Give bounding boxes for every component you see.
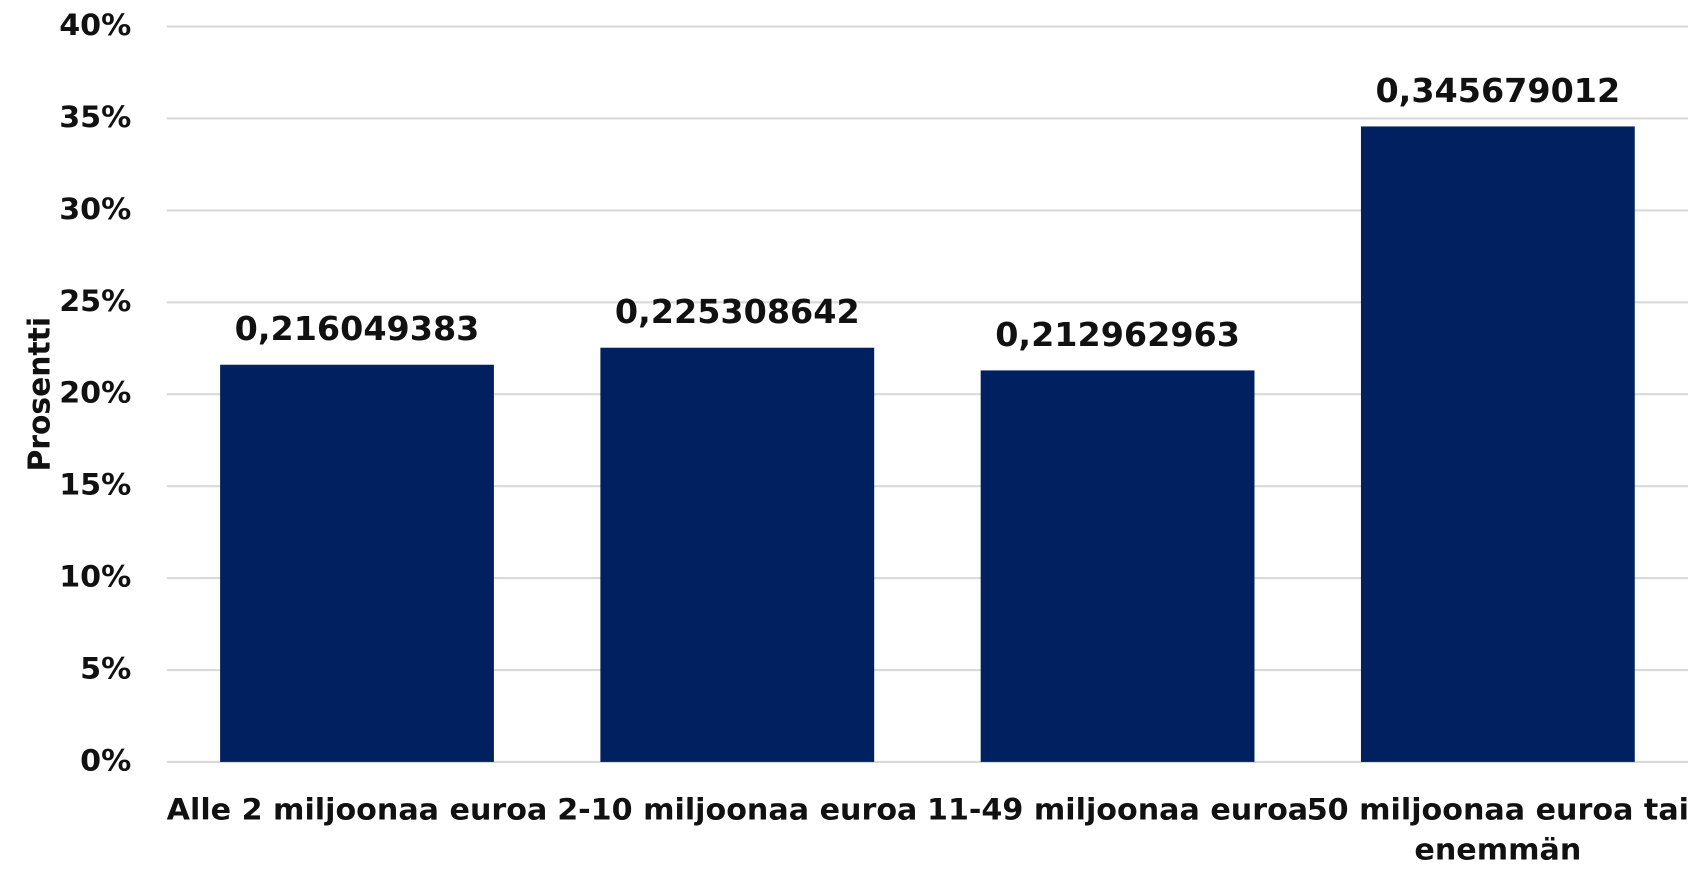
y-tick-label: 15% bbox=[59, 468, 131, 503]
y-tick-label: 5% bbox=[80, 652, 131, 687]
x-tick-label-box: Alle 2 miljoonaa euroa bbox=[166, 791, 548, 827]
x-tick-label-box: 11-49 miljoonaa euroa bbox=[926, 791, 1309, 827]
y-tick-label: 40% bbox=[59, 8, 131, 43]
y-tick-label: 35% bbox=[59, 100, 131, 135]
data-label: 0,212962963 bbox=[995, 315, 1240, 354]
x-tick-label: 11-49 miljoonaa euroa bbox=[926, 791, 1309, 827]
y-tick-label: 30% bbox=[59, 192, 131, 227]
y-tick-label: 25% bbox=[59, 284, 131, 319]
y-tick-label: 20% bbox=[59, 376, 131, 411]
x-tick-label: 2-10 miljoonaa euroa bbox=[557, 791, 918, 827]
data-label: 0,216049383 bbox=[235, 309, 480, 348]
bar bbox=[1360, 126, 1635, 762]
y-axis-label: Prosentti bbox=[22, 317, 57, 472]
bar bbox=[980, 370, 1255, 762]
data-label: 0,345679012 bbox=[1375, 71, 1620, 110]
bar bbox=[600, 347, 875, 762]
y-tick-label: 0% bbox=[80, 744, 131, 779]
y-tick-label: 10% bbox=[59, 560, 131, 595]
bar bbox=[220, 364, 494, 762]
x-tick-label: 50 miljoonaa euroa tai enemmän bbox=[1306, 791, 1688, 868]
x-tick-label-box: 50 miljoonaa euroa tai enemmän bbox=[1306, 791, 1688, 868]
x-tick-label-box: 2-10 miljoonaa euroa bbox=[557, 791, 918, 827]
x-tick-label: Alle 2 miljoonaa euroa bbox=[166, 791, 548, 827]
data-label: 0,225308642 bbox=[615, 292, 860, 331]
